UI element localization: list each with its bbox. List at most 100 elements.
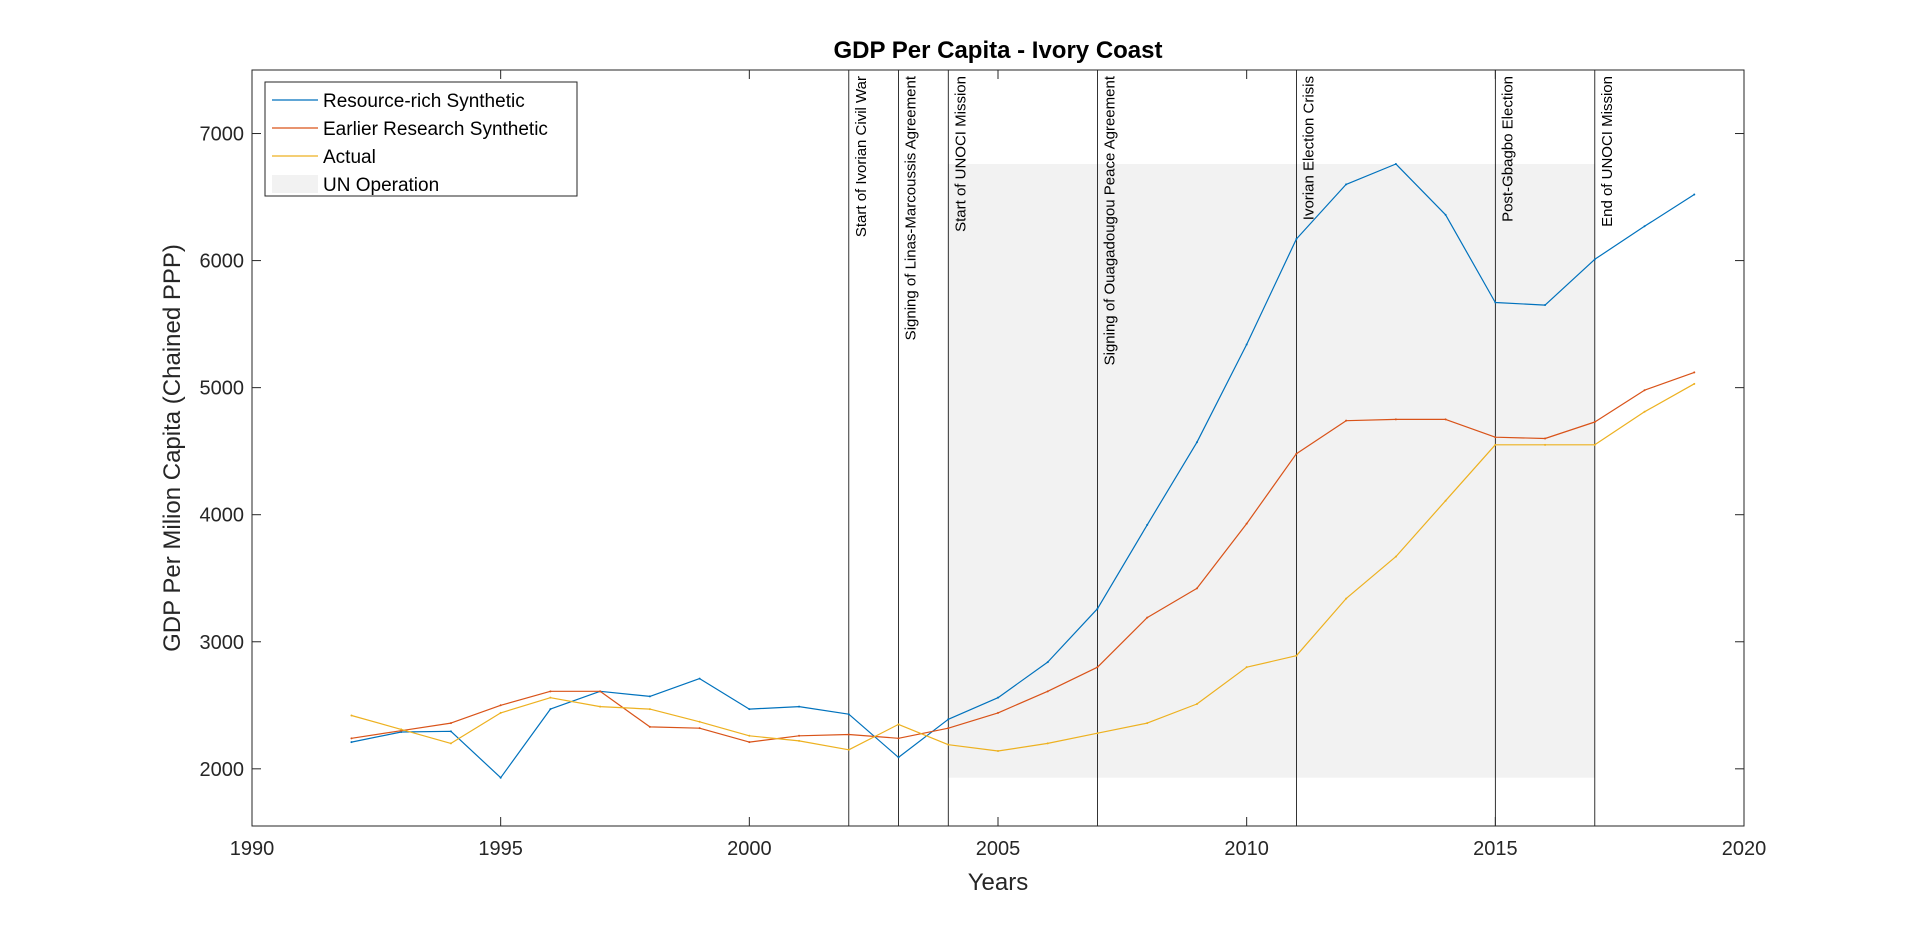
- series-2-point: [1544, 437, 1547, 440]
- series-3-point: [897, 723, 900, 726]
- x-tick-label: 1990: [230, 838, 275, 860]
- event-label-1: Start of Ivorian Civil War: [853, 76, 870, 237]
- series-3-point: [1444, 499, 1447, 502]
- series-2-point: [1593, 420, 1596, 423]
- series-1-point: [748, 708, 751, 711]
- series-2-point: [449, 722, 452, 725]
- legend-label: Resource-rich Synthetic: [323, 91, 525, 112]
- event-label-3: Start of UNOCI Mission: [952, 76, 969, 232]
- event-label-4: Signing of Ouagadougou Peace Agreement: [1101, 75, 1118, 365]
- series-3-point: [1245, 666, 1248, 669]
- series-3-point: [1345, 597, 1348, 600]
- y-tick-label: 3000: [200, 632, 245, 654]
- x-axis-label: Years: [968, 869, 1029, 896]
- legend-label: Earlier Research Synthetic: [323, 119, 548, 140]
- series-1-point: [1643, 225, 1646, 228]
- legend: Resource-rich Synthetic Earlier Research …: [264, 81, 578, 197]
- series-2-point: [1394, 418, 1397, 421]
- series-3-point: [748, 734, 751, 737]
- series-1-point: [350, 741, 353, 744]
- series-1-point: [1295, 237, 1298, 240]
- series-2-point: [798, 734, 801, 737]
- series-1-point: [1245, 343, 1248, 346]
- series-1-point: [1494, 301, 1497, 304]
- series-1-point: [1544, 304, 1547, 307]
- series-1-point: [847, 713, 850, 716]
- y-axis-label: GDP Per Milion Capita (Chained PPP): [159, 244, 186, 652]
- series-3-point: [648, 708, 651, 711]
- x-tick-label: 2010: [1224, 838, 1269, 860]
- series-2-point: [1345, 419, 1348, 422]
- series-3-point: [947, 743, 950, 746]
- series-3-point: [1146, 722, 1149, 725]
- event-label-2: Signing of Linas-Marcoussis Agreement: [903, 75, 920, 340]
- un-operation-region: [948, 164, 1595, 778]
- x-tick-label: 2000: [727, 838, 772, 860]
- x-tick-label: 2020: [1722, 838, 1767, 860]
- series-2-point: [1295, 452, 1298, 455]
- series-1-point: [947, 718, 950, 721]
- series-1-point: [549, 708, 552, 711]
- y-tick-label: 6000: [200, 251, 245, 273]
- legend-swatch: [272, 175, 318, 193]
- series-3-point: [798, 739, 801, 742]
- series-3-point: [698, 720, 701, 723]
- series-1-point: [798, 705, 801, 708]
- series-1-point: [1593, 258, 1596, 261]
- series-2-point: [350, 737, 353, 740]
- series-2-point: [1444, 418, 1447, 421]
- series-2-point: [549, 690, 552, 693]
- series-2-point: [1245, 522, 1248, 525]
- series-1-point: [1693, 193, 1696, 196]
- series-1-point: [1046, 661, 1049, 664]
- series-1-point: [449, 730, 452, 733]
- series-3-point: [1593, 443, 1596, 446]
- series-3-point: [449, 742, 452, 745]
- series-3-point: [599, 705, 602, 708]
- series-1-point: [1444, 213, 1447, 216]
- series-3-point: [1295, 654, 1298, 657]
- series-2-point: [499, 704, 502, 707]
- series-3-point: [1544, 443, 1547, 446]
- series-3-point: [1046, 742, 1049, 745]
- series-1-point: [1345, 183, 1348, 186]
- y-tick-label: 4000: [200, 505, 245, 527]
- chart-title: GDP Per Capita - Ivory Coast: [834, 37, 1163, 64]
- series-2-point: [648, 725, 651, 728]
- series-1-point: [1394, 163, 1397, 166]
- y-tick-label: 7000: [200, 124, 245, 146]
- series-1-point: [499, 776, 502, 779]
- x-tick-label: 2015: [1473, 838, 1518, 860]
- series-2-point: [947, 727, 950, 730]
- y-tick-label: 2000: [200, 759, 245, 781]
- y-tick-label: 5000: [200, 378, 245, 400]
- series-2-point: [1693, 371, 1696, 374]
- series-3-point: [499, 711, 502, 714]
- series-3-point: [997, 750, 999, 753]
- series-1-point: [897, 756, 900, 759]
- series-2-point: [599, 690, 602, 693]
- series-line-1: [351, 163, 1695, 779]
- series-1-point: [1096, 607, 1099, 610]
- series-1-point: [1146, 523, 1149, 526]
- series-2-point: [997, 711, 999, 714]
- x-tick-label: 1995: [478, 838, 523, 860]
- series-2-point: [1494, 436, 1497, 439]
- x-tick-label: 2005: [976, 838, 1021, 860]
- legend-label: UN Operation: [323, 175, 439, 196]
- series-2-point: [1195, 587, 1198, 590]
- series-3-point: [549, 696, 552, 699]
- series-line-3: [351, 383, 1695, 752]
- series-2-point: [847, 733, 850, 736]
- series-3-point: [400, 728, 403, 731]
- series-2-point: [1096, 666, 1099, 669]
- series-3-point: [847, 748, 850, 751]
- series-3-point: [350, 714, 353, 717]
- series-2-point: [1046, 690, 1049, 693]
- series-3-point: [1693, 382, 1696, 385]
- series-3-point: [1494, 443, 1497, 446]
- series-1-point: [997, 696, 999, 699]
- event-label-6: Post-Gbagbo Election: [1499, 76, 1516, 222]
- event-label-5: Ivorian Election Crisis: [1300, 76, 1317, 220]
